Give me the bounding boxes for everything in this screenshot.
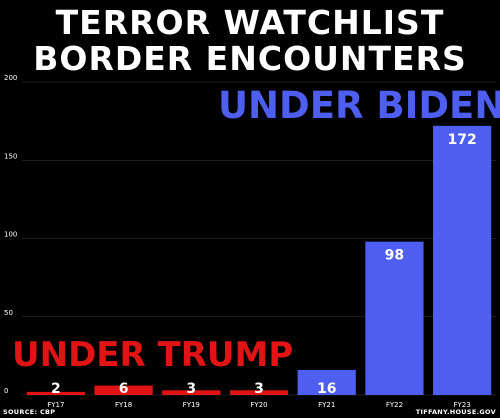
y-tick-label: 0	[4, 387, 8, 395]
bar-FY18	[94, 385, 153, 395]
chart-title-line-2: BORDER ENCOUNTERS	[33, 39, 467, 78]
annotation-under-biden: UNDER BIDEN	[218, 84, 500, 127]
data-label-FY20: 3	[254, 381, 264, 397]
y-tick-label: 100	[4, 231, 17, 239]
bar-FY23	[433, 125, 492, 395]
y-tick-label: 200	[4, 74, 17, 82]
data-label-FY22: 98	[385, 248, 404, 264]
bar-FY19	[162, 390, 221, 395]
bar-FY20	[229, 390, 289, 395]
x-tick-label-FY23: FY23	[454, 401, 471, 409]
x-tick-label-FY17: FY17	[47, 401, 64, 409]
bar-FY22	[365, 241, 424, 395]
x-tick-label-FY22: FY22	[386, 401, 403, 409]
x-tick-label-FY18: FY18	[115, 401, 132, 409]
data-label-FY18: 6	[119, 381, 129, 397]
credit-note: TIFFANY.HOUSE.GOV	[415, 408, 496, 416]
source-note: SOURCE: CBP	[3, 408, 56, 416]
bar-FY17	[26, 391, 85, 395]
data-label-FY17: 2	[51, 381, 61, 397]
y-tick-label: 150	[4, 152, 17, 160]
y-tick-label: 50	[4, 309, 13, 317]
bar-FY21	[297, 369, 356, 395]
data-label-FY21: 16	[317, 381, 336, 397]
x-tick-label-FY21: FY21	[318, 401, 335, 409]
data-label-FY23: 172	[448, 132, 477, 148]
data-label-FY19: 3	[186, 381, 196, 397]
x-tick-label-FY20: FY20	[250, 401, 267, 409]
x-tick-label-FY19: FY19	[183, 401, 200, 409]
chart-title-line-1: TERROR WATCHLIST	[55, 3, 445, 42]
annotation-under-trump: UNDER TRUMP	[12, 335, 294, 375]
